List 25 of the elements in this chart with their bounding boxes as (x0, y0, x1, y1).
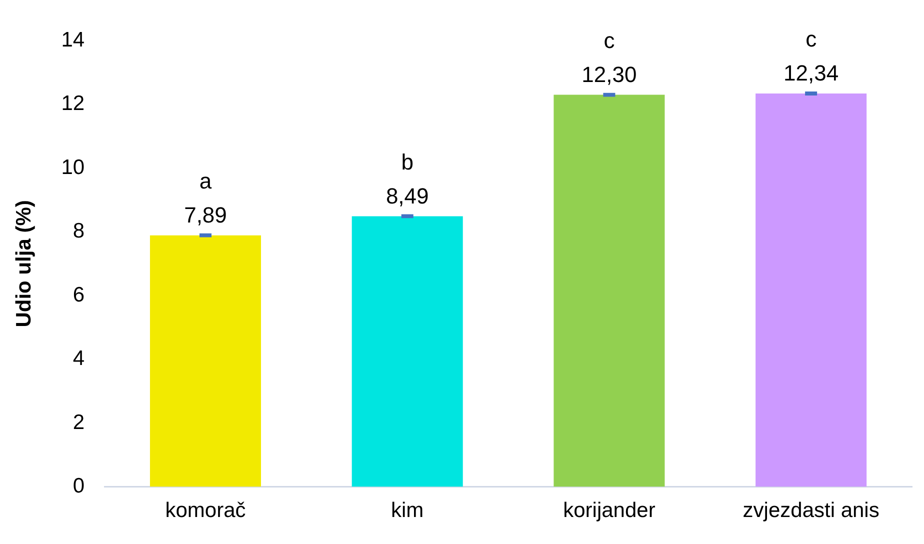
data-label: 12,34 (784, 60, 839, 86)
bar (554, 94, 665, 487)
data-label: 12,30 (582, 62, 637, 87)
y-tick-label: 10 (61, 156, 85, 179)
annotation: c (806, 26, 817, 52)
bar (150, 235, 261, 487)
bar (352, 216, 463, 487)
annotation: a (199, 168, 212, 194)
x-tick-label: komorač (165, 499, 246, 522)
x-tick-label: zvjezdasti anis (742, 499, 880, 522)
y-tick-label: 0 (72, 474, 85, 498)
y-tick-label: 14 (61, 28, 85, 52)
data-label: 7,89 (184, 202, 227, 228)
y-tick-label: 2 (72, 410, 85, 434)
x-tick-label: korijander (563, 499, 656, 522)
data-label: 8,49 (386, 183, 429, 208)
y-tick-label: 8 (72, 220, 85, 243)
y-tick-label: 12 (61, 92, 85, 116)
x-tick-label: kim (391, 499, 424, 522)
annotation: c (604, 28, 615, 53)
y-tick-label: 6 (72, 283, 85, 306)
bar (756, 94, 867, 487)
y-axis-title: Udio ulja (%) (12, 200, 36, 328)
y-tick-label: 4 (72, 347, 85, 370)
annotation: b (401, 149, 414, 174)
